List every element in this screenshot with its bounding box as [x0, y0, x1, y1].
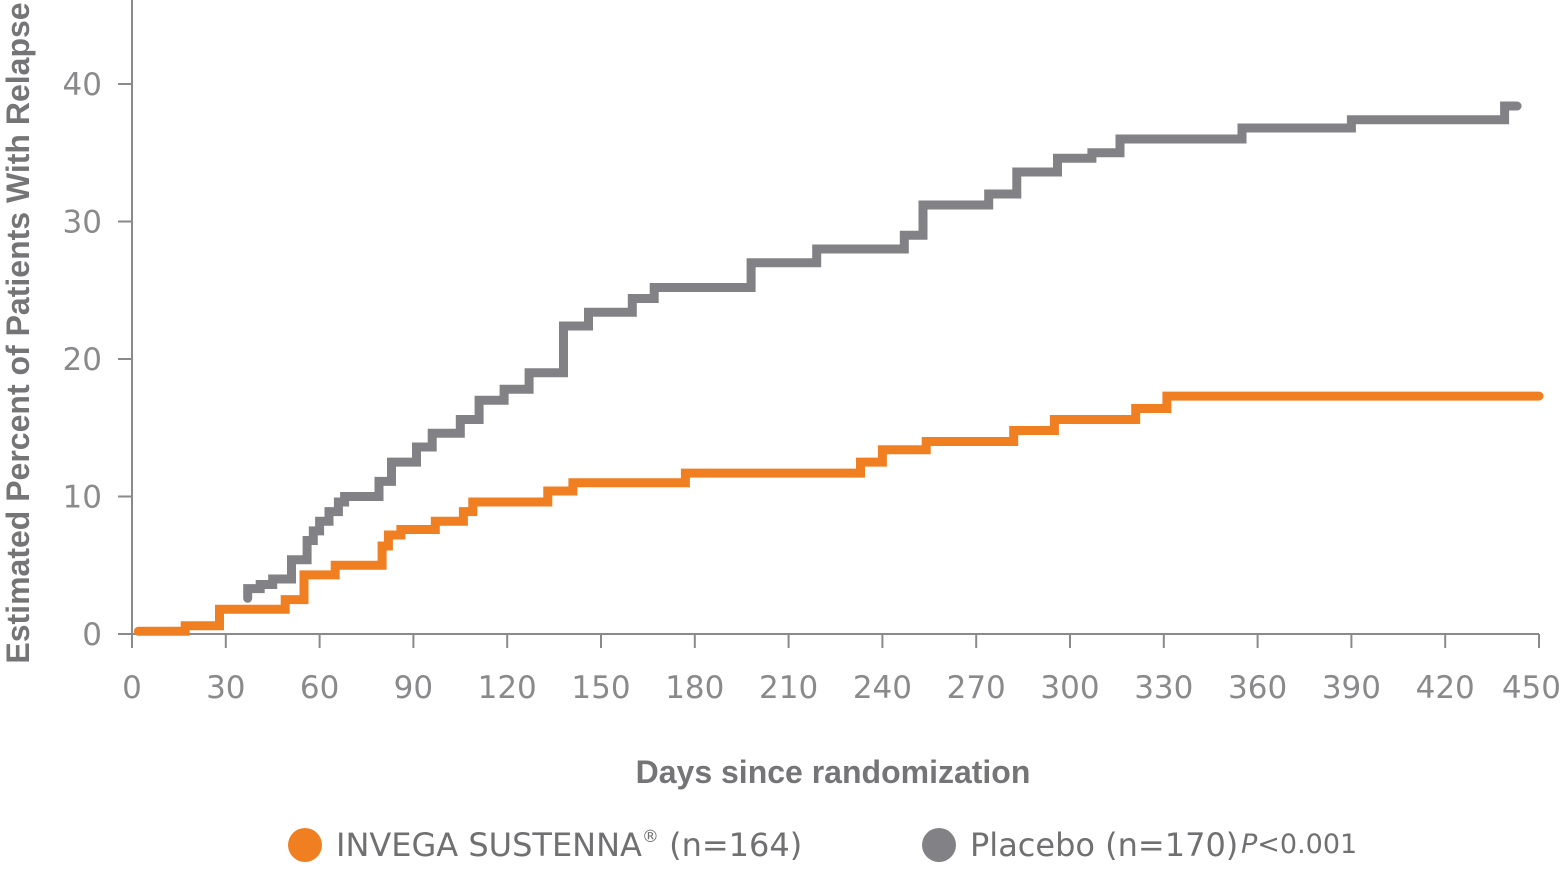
- series-line-placebo: [243, 101, 1522, 603]
- y-tick-label: 20: [63, 342, 102, 378]
- legend-swatch-placebo: [922, 828, 956, 862]
- y-tick-label: 0: [82, 617, 102, 653]
- x-tick-label: 30: [206, 670, 245, 706]
- legend-swatch-invega: [288, 828, 322, 862]
- y-tick-label: 30: [63, 205, 102, 241]
- x-tick-label: 360: [1228, 670, 1287, 706]
- x-tick-label: 270: [947, 670, 1006, 706]
- series-layer: [133, 101, 1544, 636]
- legend: INVEGA SUSTENNA® (n=164) Placebo (n=170)…: [0, 826, 1563, 886]
- p-value-annotation: P<0.001: [1241, 829, 1358, 860]
- x-tick-label: 60: [300, 670, 339, 706]
- x-tick-label: 210: [759, 670, 818, 706]
- x-tick-label: 390: [1322, 670, 1381, 706]
- legend-label-invega: INVEGA SUSTENNA® (n=164): [336, 826, 803, 864]
- y-axis-title: Estimated Percent of Patients With Relap…: [0, 2, 36, 663]
- x-tick-label: 330: [1134, 670, 1193, 706]
- y-axis-ticks: 0 10 20 30 40: [63, 67, 132, 653]
- x-tick-label: 90: [394, 670, 433, 706]
- series-line-invega: [133, 391, 1544, 636]
- x-tick-label: 180: [665, 670, 724, 706]
- x-axis-ticks: 0 30 60 90 120 150 180 210 240 270 300 330 360 390 420…: [122, 634, 1561, 706]
- x-tick-label: 150: [571, 670, 630, 706]
- x-tick-label: 420: [1416, 670, 1475, 706]
- x-tick-label: 0: [122, 670, 142, 706]
- x-axis-title: Days since randomization: [636, 754, 1031, 790]
- legend-label-placebo: Placebo (n=170): [970, 826, 1239, 864]
- x-tick-label: 240: [853, 670, 912, 706]
- y-tick-label: 10: [63, 480, 102, 516]
- legend-item-placebo: Placebo (n=170): [922, 826, 1238, 864]
- legend-item-invega: INVEGA SUSTENNA® (n=164): [288, 826, 802, 864]
- x-tick-label: 120: [478, 670, 537, 706]
- y-tick-label: 40: [63, 67, 102, 103]
- x-tick-label: 450: [1502, 670, 1561, 706]
- x-tick-label: 300: [1040, 670, 1099, 706]
